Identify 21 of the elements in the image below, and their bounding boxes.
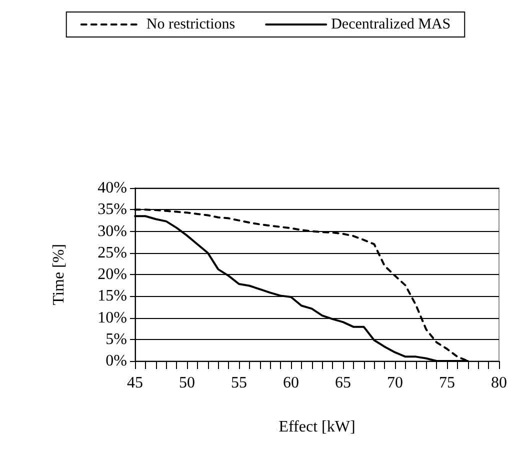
legend-label: Decentralized MAS — [331, 16, 451, 32]
x-tick-label: 60 — [283, 374, 299, 392]
x-tick-label: 80 — [491, 374, 507, 392]
y-tick-label: 20% — [98, 266, 127, 283]
y-tick-label: 0% — [106, 352, 127, 370]
y-tick-label: 15% — [98, 288, 127, 305]
x-tick-label: 50 — [179, 374, 195, 392]
x-tick-label: 55 — [231, 374, 247, 392]
x-tick-label: 45 — [127, 374, 143, 392]
legend-label: No restrictions — [146, 16, 236, 32]
y-tick-label: 40% — [98, 180, 127, 196]
y-tick-label: 35% — [98, 201, 127, 218]
x-tick-label: 70 — [387, 374, 403, 392]
x-tick-label: 75 — [439, 374, 455, 392]
x-tick-label: 65 — [335, 374, 351, 392]
y-axis-title: Time [%] — [50, 244, 68, 306]
y-tick-label: 25% — [98, 244, 127, 262]
x-axis-title: Effect [kW] — [278, 418, 356, 436]
y-tick-label: 10% — [98, 309, 127, 326]
y-tick-label: 30% — [98, 222, 127, 240]
y-tick-label: 5% — [106, 330, 127, 348]
